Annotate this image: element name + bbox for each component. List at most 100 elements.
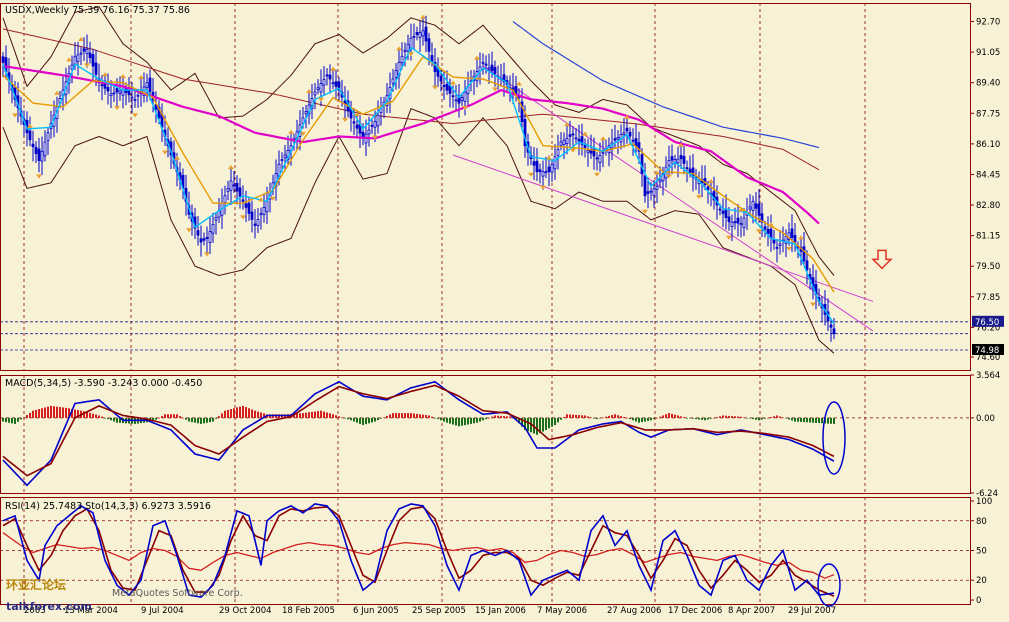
- candle-body: [463, 91, 467, 102]
- x-tick-label-2: 9 Jul 2004: [141, 606, 184, 616]
- candle-body: [70, 64, 74, 70]
- macd-histogram-bar: [470, 417, 472, 424]
- candle-body: [502, 74, 506, 83]
- macd-ytick-label-2: -6.24: [976, 489, 998, 499]
- macd-panel-title: MACD(5,34,5) -3.590 -3.243 0.000 -0.450: [5, 378, 202, 389]
- macd-histogram-bar: [164, 414, 166, 418]
- macd-histogram-bar: [524, 417, 526, 430]
- candle-body: [460, 97, 464, 101]
- candle-body: [829, 324, 833, 328]
- macd-histogram-bar: [299, 413, 301, 418]
- macd-histogram-bar: [632, 417, 634, 421]
- fractal-up-marker: [624, 114, 630, 119]
- candle-body: [670, 156, 674, 161]
- macd-histogram-bar: [602, 417, 604, 419]
- candle-body: [79, 52, 83, 55]
- macd-histogram-bar: [155, 417, 157, 420]
- candle-body: [319, 83, 323, 93]
- macd-histogram-bar: [692, 417, 694, 419]
- macd-histogram-bar: [758, 417, 760, 421]
- macd-histogram-bar: [626, 417, 628, 419]
- macd-histogram-bar: [20, 417, 22, 420]
- macd-histogram-bar: [182, 417, 184, 419]
- macd-histogram-bar: [833, 417, 835, 424]
- macd-histogram-bar: [167, 414, 169, 418]
- price-ytick-label-5: 84.45: [976, 170, 1000, 180]
- macd-histogram-bar: [32, 410, 34, 418]
- bollinger-lower-line: [2, 108, 835, 354]
- macd-histogram-bar: [461, 417, 463, 426]
- fractal-down-marker: [408, 52, 414, 57]
- macd-histogram-bar: [491, 416, 493, 418]
- candle-body: [202, 238, 206, 241]
- macd-histogram-bar: [701, 417, 703, 420]
- macd-histogram-bar: [473, 417, 475, 424]
- macd-histogram-bar: [755, 417, 757, 420]
- fractal-up-marker: [78, 37, 84, 42]
- price-ytick-label-11: 74.60: [976, 353, 1000, 363]
- macd-histogram-bar: [806, 417, 808, 423]
- macd-histogram-bar: [416, 413, 418, 418]
- macd-histogram-bar: [176, 414, 178, 418]
- candle-body: [574, 137, 578, 140]
- macd-histogram-bar: [482, 417, 484, 421]
- candle-body: [556, 149, 560, 156]
- candle-body: [676, 158, 680, 164]
- copyright-text: MetaQuotes Software Corp.: [112, 588, 243, 599]
- macd-histogram-bar: [350, 417, 352, 421]
- rsi-panel: 100 80 50 20 0: [0, 497, 992, 607]
- fractal-up-marker: [768, 222, 774, 227]
- macd-histogram-bar: [521, 417, 523, 427]
- macd-histogram-bar: [725, 415, 727, 418]
- macd-histogram-bar: [374, 417, 376, 422]
- macd-histogram-bar: [659, 416, 661, 418]
- macd-histogram-bar: [38, 409, 40, 418]
- macd-histogram-bar: [680, 416, 682, 418]
- macd-histogram-bar: [29, 412, 31, 418]
- candle-body: [688, 168, 692, 173]
- macd-histogram-bar: [218, 416, 220, 418]
- candle-body: [148, 77, 152, 92]
- macd-histogram-bar: [260, 412, 262, 418]
- macd-histogram-bar: [641, 417, 643, 423]
- channel-line-1: [452, 154, 874, 302]
- macd-histogram-bar: [116, 417, 118, 423]
- macd-histogram-bar: [539, 417, 541, 434]
- candle-body: [28, 130, 32, 141]
- macd-histogram-bar: [581, 415, 583, 418]
- candle-body: [598, 155, 602, 163]
- candle-body: [232, 184, 236, 187]
- price-frame: [0, 3, 971, 371]
- candle-body: [544, 171, 548, 174]
- candle-body: [628, 131, 632, 137]
- macd-histogram-bar: [434, 417, 436, 419]
- macd-histogram-bar: [161, 416, 163, 418]
- candle-body: [613, 138, 617, 141]
- candle-body: [571, 133, 575, 136]
- macd-histogram-bar: [584, 415, 586, 418]
- macd-histogram-bar: [209, 417, 211, 423]
- macd-histogram-bar: [311, 411, 313, 418]
- macd-histogram-bar: [791, 417, 793, 421]
- macd-histogram-bar: [437, 417, 439, 420]
- macd-histogram-bar: [215, 417, 217, 419]
- macd-histogram-bar: [395, 413, 397, 418]
- candle-body: [280, 159, 284, 162]
- candle-body: [229, 180, 233, 191]
- forum-url: talkforex.com: [6, 600, 92, 613]
- fractal-up-marker: [66, 57, 72, 62]
- macd-histogram-bar: [590, 417, 592, 418]
- time-axis: 2003 13 Mar 2004 9 Jul 2004 29 Oct 2004 18 F…: [24, 606, 836, 616]
- macd-histogram-bar: [398, 413, 400, 418]
- macd-histogram-bar: [743, 417, 745, 418]
- macd-histogram-bar: [191, 417, 193, 423]
- candle-body: [136, 94, 140, 97]
- macd-histogram-bar: [86, 411, 88, 418]
- macd-highlight-ellipse: [822, 401, 846, 475]
- macd-histogram-bar: [431, 416, 433, 418]
- price-ytick-label-6: 82.80: [976, 201, 1000, 211]
- fractals: [12, 14, 816, 307]
- macd-histogram-bar: [548, 417, 550, 429]
- candle-body: [31, 143, 35, 148]
- candle-body: [424, 26, 428, 42]
